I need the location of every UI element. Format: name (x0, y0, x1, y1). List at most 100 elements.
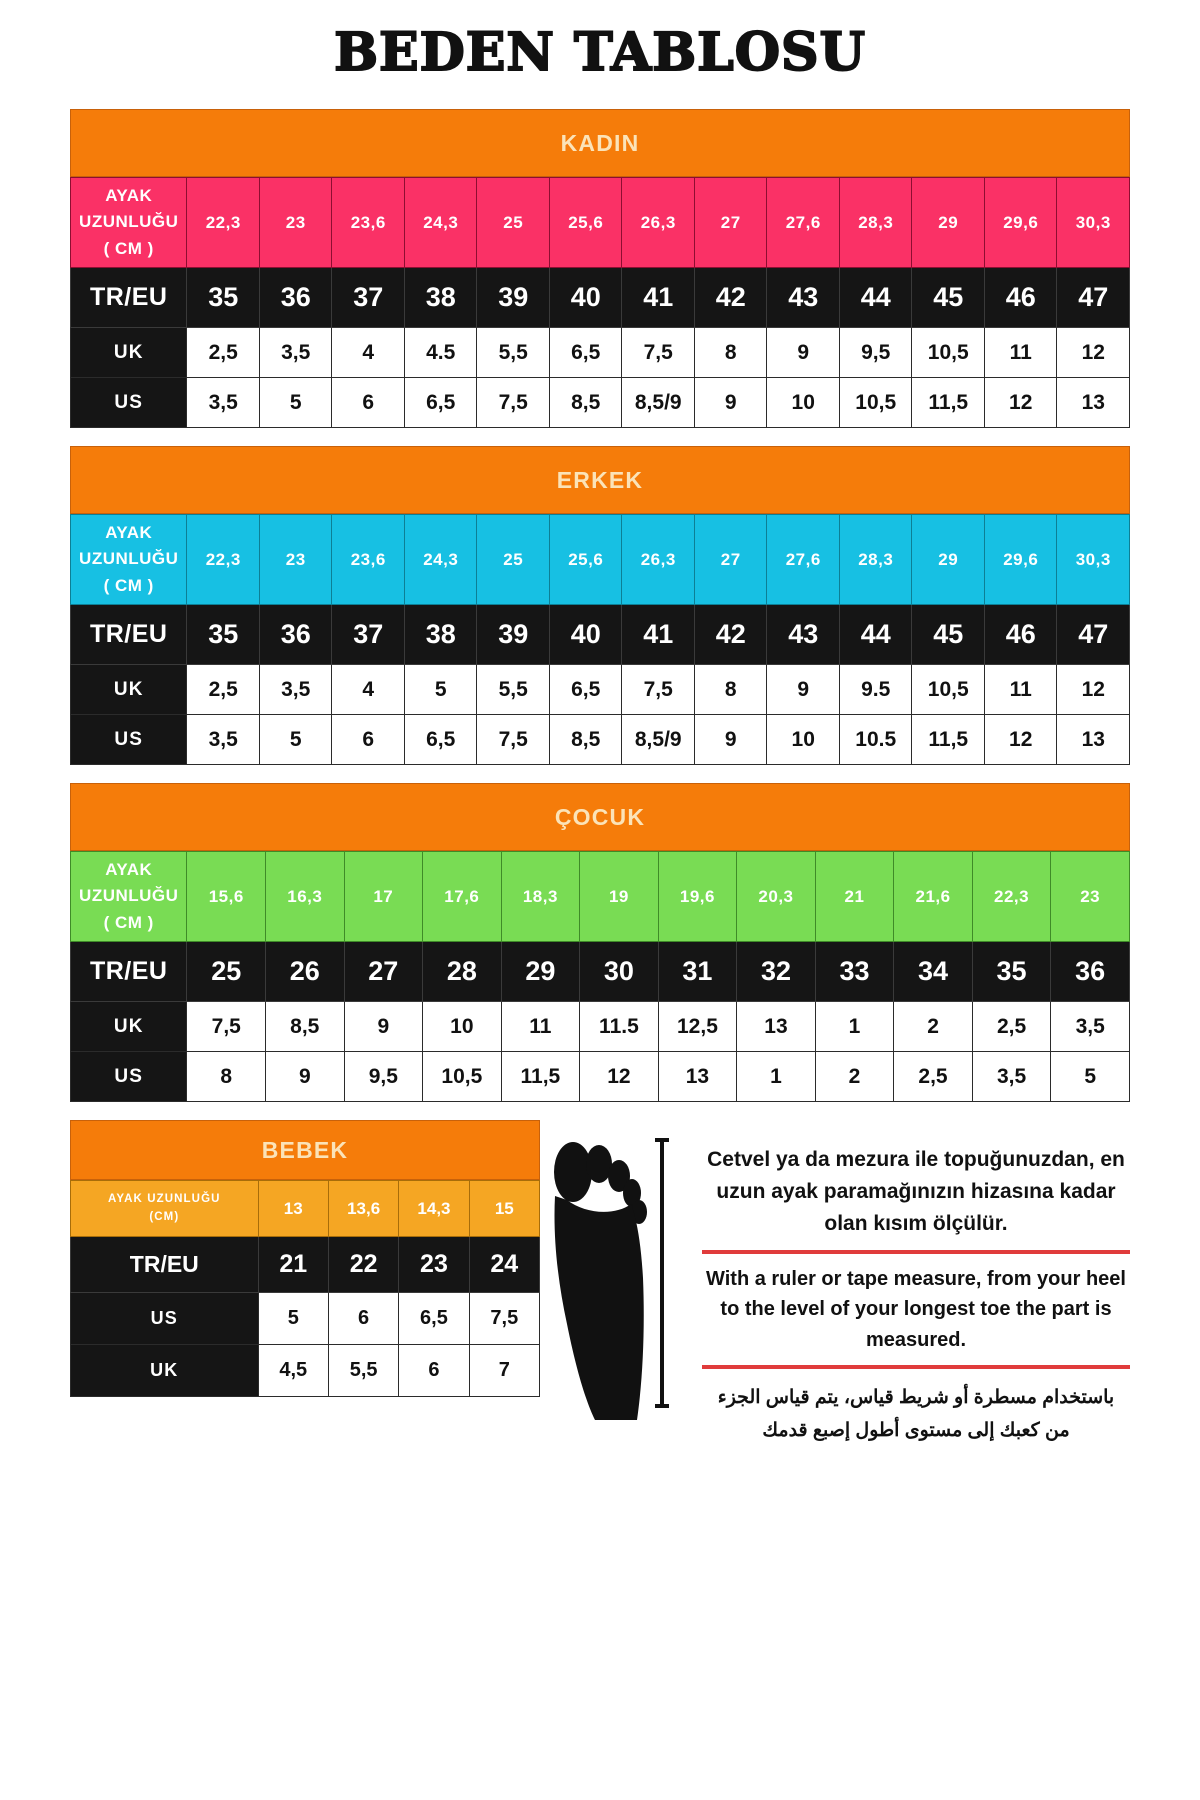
table-band-bebek: BEBEK (70, 1120, 540, 1180)
cell-uk: 10,5 (911, 664, 985, 715)
cell-us: 9 (265, 1051, 345, 1102)
cell-eu: 40 (548, 604, 623, 665)
cell-uk: 8 (693, 327, 768, 378)
row-label-eu: TR/EU (70, 1236, 259, 1293)
cell-eu: 28 (422, 941, 502, 1002)
table-row: TR/EU 21 22 23 24 (70, 1236, 541, 1293)
cell-eu: 21 (257, 1236, 329, 1293)
cell-uk: 11.5 (579, 1001, 659, 1052)
cell-uk: 11 (500, 1001, 581, 1052)
cell-us: 10,5 (838, 377, 913, 428)
table-row: US 3,5 5 6 6,5 7,5 8,5 8,5/9 9 10 10.5 1… (69, 714, 1130, 765)
cell-eu: 45 (911, 604, 985, 665)
cell-us: 8,5 (548, 377, 623, 428)
cell-uk: 4.5 (403, 327, 478, 378)
foot-silhouette-icon (554, 1142, 647, 1420)
row-label-us: US (69, 714, 188, 765)
row-label-cm: AYAK UZUNLUĞU ( CM ) (69, 851, 188, 942)
cell-us: 3,5 (186, 714, 260, 765)
table-row: US 8 9 9,5 10,5 11,5 12 13 1 2 2,5 3,5 5 (69, 1051, 1130, 1102)
cell-cm: 27 (693, 514, 768, 605)
cell-cm: 18,3 (500, 851, 581, 942)
row-label-cm: AYAK UZUNLUĞU ( CM ) (69, 514, 188, 605)
cell-eu: 27 (343, 941, 424, 1002)
cell-eu: 33 (814, 941, 895, 1002)
table-row: UK 7,5 8,5 9 10 11 11.5 12,5 13 1 2 2,5 … (69, 1001, 1130, 1052)
cell-uk: 7,5 (621, 327, 695, 378)
cell-us: 2 (814, 1051, 895, 1102)
cell-eu: 46 (983, 267, 1058, 328)
cell-eu: 30 (579, 941, 659, 1002)
divider-bottom (702, 1364, 1130, 1369)
cell-uk: 2,5 (971, 1001, 1052, 1052)
cell-eu: 42 (693, 604, 768, 665)
cell-uk: 2 (893, 1001, 973, 1052)
cell-eu: 40 (548, 267, 623, 328)
cell-us: 11,5 (911, 377, 985, 428)
cell-cm: 27,6 (766, 177, 840, 268)
table-erkek: AYAK UZUNLUĞU ( CM ) 22,3 23 23,6 24,3 2… (69, 514, 1130, 765)
cell-cm: 17,6 (422, 851, 502, 942)
cm-label-line2: UZUNLUĞU (79, 212, 179, 232)
cell-us: 12 (983, 714, 1058, 765)
cell-eu: 35 (971, 941, 1052, 1002)
cell-uk: 3,5 (1050, 1001, 1130, 1052)
table-row: US 3,5 5 6 6,5 7,5 8,5 8,5/9 9 10 10,5 1… (69, 377, 1130, 428)
table-row: UK 4,5 5,5 6 7 (70, 1344, 541, 1397)
row-label-eu: TR/EU (69, 941, 188, 1002)
cell-eu: 43 (766, 267, 840, 328)
cell-cm: 24,3 (403, 514, 478, 605)
cell-cm: 29,6 (983, 177, 1058, 268)
cell-uk: 8 (693, 664, 768, 715)
cell-eu: 37 (331, 604, 405, 665)
cell-uk: 13 (736, 1001, 816, 1052)
divider-top (702, 1249, 1130, 1254)
measurement-illustration (540, 1120, 680, 1423)
table-band-kadin: KADIN (70, 109, 1130, 177)
cell-uk: 6,5 (548, 664, 623, 715)
row-label-cm: AYAK UZUNLUĞU (CM) (70, 1180, 259, 1237)
cell-uk: 1 (814, 1001, 895, 1052)
row-label-uk: UK (69, 1001, 188, 1052)
table-cocuk: AYAK UZUNLUĞU ( CM ) 15,6 16,3 17 17,6 1… (69, 851, 1130, 1102)
cell-eu: 22 (327, 1236, 400, 1293)
cell-eu: 36 (1050, 941, 1130, 1002)
row-label-uk: UK (70, 1344, 259, 1397)
cell-uk: 7,5 (186, 1001, 267, 1052)
cell-cm: 25,6 (548, 177, 623, 268)
table-row: AYAK UZUNLUĞU ( CM ) 22,3 23 23,6 24,3 2… (69, 514, 1130, 605)
cell-uk: 11 (983, 664, 1058, 715)
size-table-bebek: BEBEK AYAK UZUNLUĞU (CM) 13 13,6 14,3 15 (70, 1120, 541, 1397)
cell-eu: 47 (1056, 267, 1130, 328)
cell-us: 2,5 (893, 1051, 973, 1102)
cell-uk: 4 (331, 327, 405, 378)
cm-label-line2: (CM) (149, 1210, 180, 1223)
cell-us: 7,5 (476, 377, 550, 428)
table-row: TR/EU 35 36 37 38 39 40 41 42 43 44 45 4… (69, 604, 1130, 665)
measurement-instructions: Cetvel ya da mezura ile topuğunuzdan, en… (680, 1120, 1130, 1447)
cell-uk: 4 (331, 664, 405, 715)
cell-cm: 22,3 (971, 851, 1052, 942)
cell-cm: 25 (476, 177, 550, 268)
cm-label-line3: ( CM ) (103, 912, 154, 932)
cell-cm: 29,6 (983, 514, 1058, 605)
cell-cm: 28,3 (838, 514, 913, 605)
cell-uk: 5,5 (476, 664, 550, 715)
cell-us: 1 (736, 1051, 816, 1102)
cell-eu: 38 (403, 604, 478, 665)
instruction-turkish: Cetvel ya da mezura ile topuğunuzdan, en… (707, 1148, 1125, 1235)
row-label-us: US (69, 377, 188, 428)
cell-uk: 11 (983, 327, 1058, 378)
cm-label-line2: UZUNLUĞU (79, 549, 179, 569)
cell-cm: 30,3 (1056, 177, 1130, 268)
cell-cm: 29 (911, 514, 985, 605)
cell-cm: 15,6 (186, 851, 267, 942)
table-row: AYAK UZUNLUĞU ( CM ) 22,3 23 23,6 24,3 2… (69, 177, 1130, 268)
cell-eu: 41 (621, 604, 695, 665)
cm-label-line3: ( CM ) (103, 238, 154, 258)
cell-eu: 37 (331, 267, 405, 328)
cell-us: 6 (327, 1292, 400, 1345)
table-row: US 5 6 6,5 7,5 (70, 1292, 541, 1345)
instruction-arabic-line1: باستخدام مسطرة أو شريط قياس، يتم قياس ال… (717, 1386, 1115, 1408)
cell-us: 13 (1056, 377, 1130, 428)
